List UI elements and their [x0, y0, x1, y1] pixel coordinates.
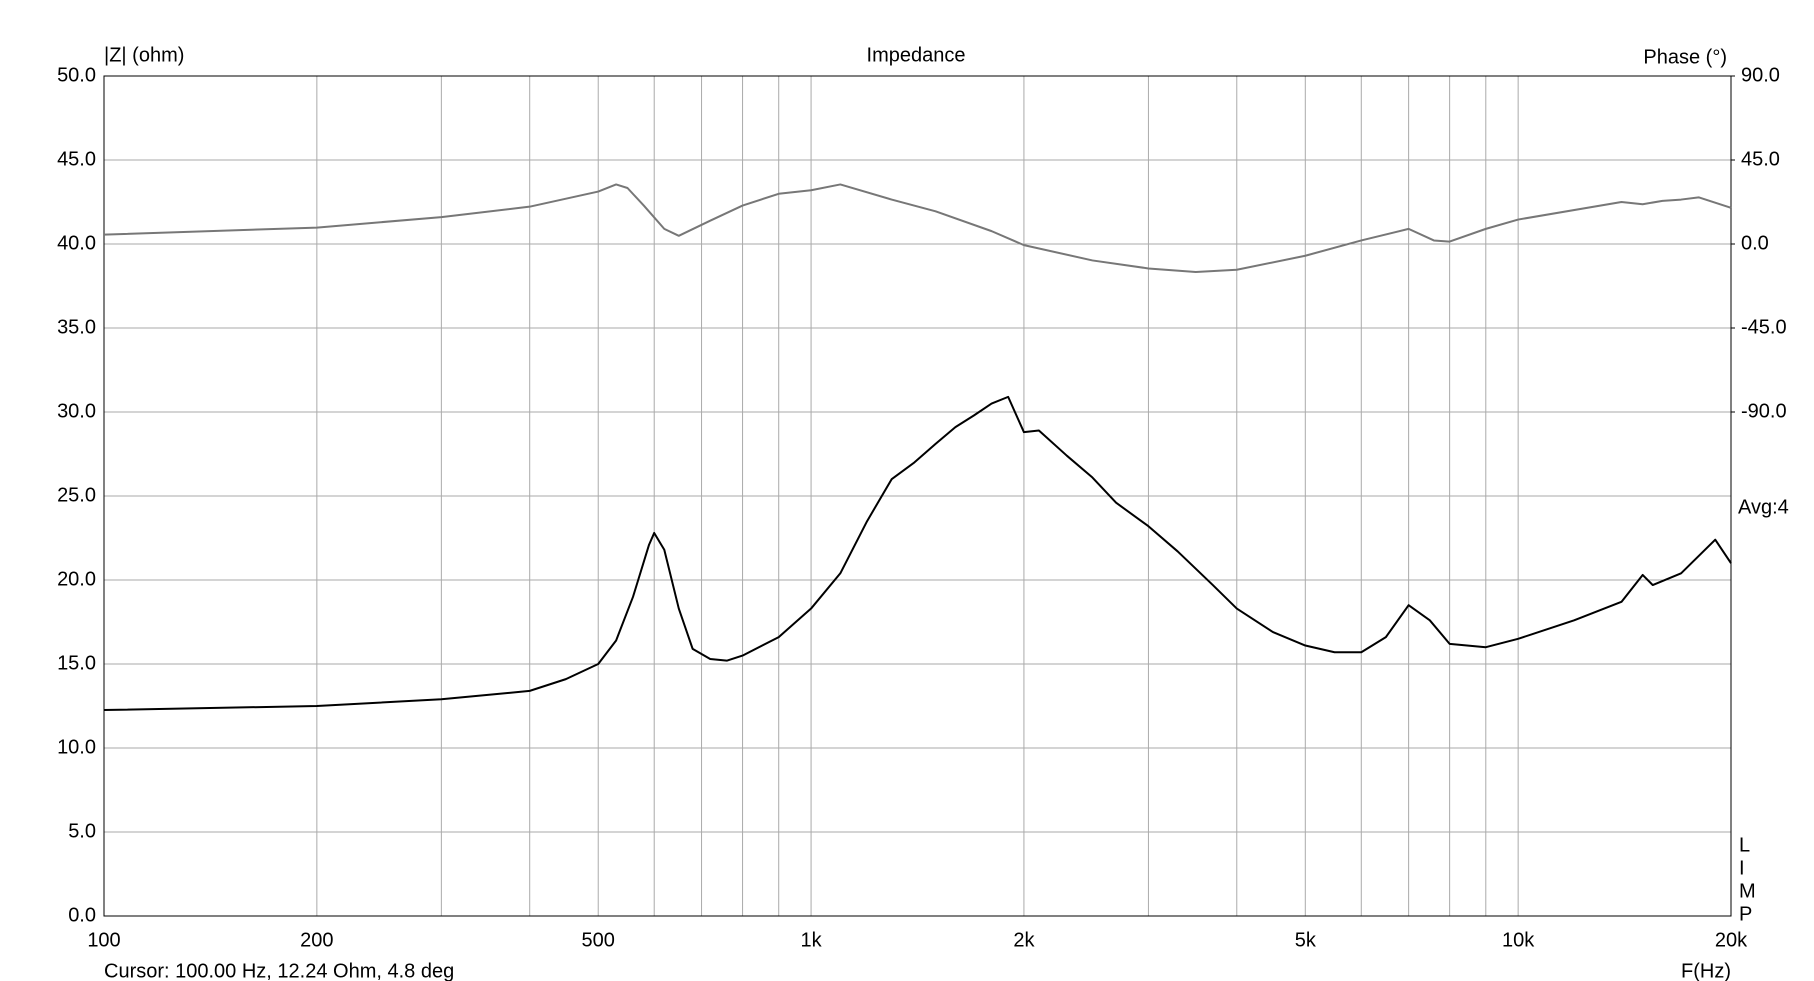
y-tick-label: 5.0	[68, 820, 96, 842]
x-tick-label: 10k	[1502, 929, 1535, 951]
y2-tick-label: 0.0	[1741, 232, 1769, 254]
side-letter: I	[1739, 857, 1745, 879]
y-tick-label: 25.0	[57, 484, 96, 506]
y-tick-label: 30.0	[57, 400, 96, 422]
side-letter: M	[1739, 880, 1756, 902]
y-tick-label: 10.0	[57, 736, 96, 758]
y-tick-label: 0.0	[68, 904, 96, 926]
y-tick-label: 40.0	[57, 232, 96, 254]
series-line	[103, 395, 1732, 712]
y2-tick-label: -90.0	[1741, 400, 1787, 422]
plot-frame	[103, 75, 1732, 917]
y-axis-label: |Z| (ohm)	[104, 44, 184, 66]
y-tick-label: 45.0	[57, 148, 96, 170]
chart-title: Impedance	[867, 44, 966, 66]
x-tick-label: 5k	[1295, 929, 1317, 951]
x-axis-label: F(Hz)	[1681, 960, 1731, 981]
y2-tick-label: 90.0	[1741, 64, 1780, 86]
x-tick-label: 2k	[1013, 929, 1035, 951]
side-letter: L	[1739, 834, 1750, 856]
side-letter: P	[1739, 903, 1752, 925]
y-tick-label: 50.0	[57, 64, 96, 86]
y-tick-label: 15.0	[57, 652, 96, 674]
x-tick-label: 500	[582, 929, 615, 951]
y-tick-label: 20.0	[57, 568, 96, 590]
x-tick-label: 1k	[801, 929, 823, 951]
annotation: Avg:4	[1738, 496, 1789, 518]
x-tick-label: 20k	[1715, 929, 1748, 951]
y2-tick-label: -45.0	[1741, 316, 1787, 338]
y2-tick-label: 45.0	[1741, 148, 1780, 170]
x-tick-label: 100	[87, 929, 120, 951]
x-tick-label: 200	[300, 929, 333, 951]
series-line	[103, 183, 1732, 273]
cursor-text: Cursor: 100.00 Hz, 12.24 Ohm, 4.8 deg	[104, 960, 454, 981]
y2-axis-label: Phase (°)	[1643, 46, 1727, 68]
y-tick-label: 35.0	[57, 316, 96, 338]
